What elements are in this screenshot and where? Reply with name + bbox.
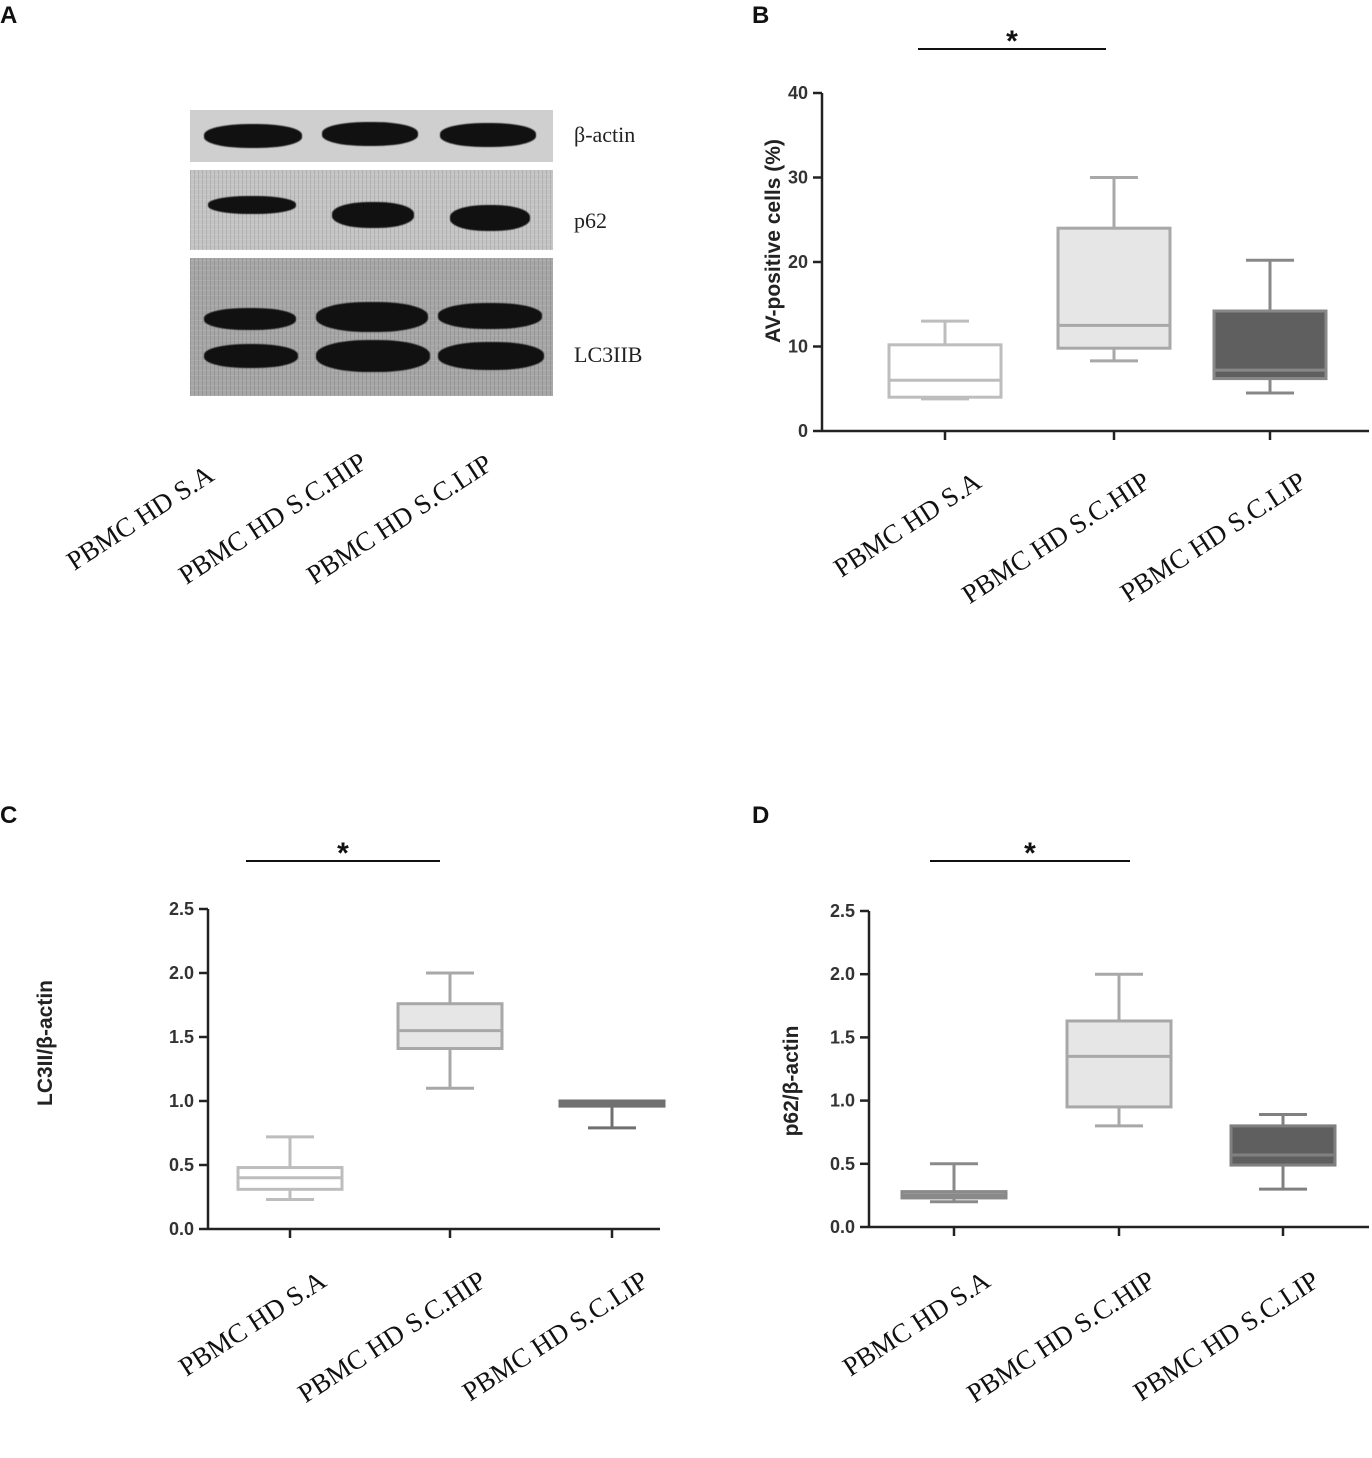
- band: [316, 302, 428, 332]
- y-tick-label: 1.0: [169, 1091, 194, 1111]
- band: [322, 122, 418, 146]
- box-1: [236, 1135, 344, 1202]
- y-tick-label: 0: [798, 421, 808, 441]
- box-1: [887, 319, 1003, 401]
- band: [208, 196, 296, 214]
- significance-star: *: [337, 837, 349, 870]
- y-axis-label: LC3II/β-actin: [34, 980, 57, 1106]
- band: [438, 342, 544, 370]
- y-tick-label: 10: [788, 337, 808, 357]
- band: [450, 205, 530, 231]
- band: [316, 340, 430, 372]
- box-1: [900, 1162, 1008, 1204]
- box-iqr: [1056, 226, 1172, 350]
- blot-beta-actin: [190, 110, 553, 162]
- panel-letter-c: C: [0, 802, 18, 829]
- band: [438, 303, 542, 329]
- significance-star: *: [1024, 837, 1036, 870]
- y-tick-label: 0.0: [169, 1219, 194, 1239]
- y-tick-label: 0.0: [830, 1217, 855, 1237]
- y-tick-label: 1.5: [169, 1027, 194, 1047]
- band: [204, 344, 298, 368]
- y-tick-label: 0.5: [169, 1155, 194, 1175]
- blot-label-p62: p62: [574, 208, 607, 233]
- y-tick-label: 2.5: [830, 901, 855, 921]
- blot-label-beta-actin: β-actin: [574, 122, 636, 147]
- panel-letter-a: A: [0, 2, 18, 29]
- box-3: [558, 1099, 666, 1130]
- y-tick-label: 2.0: [169, 963, 194, 983]
- band: [204, 124, 302, 148]
- band: [440, 123, 536, 147]
- box-2: [1065, 972, 1173, 1128]
- box-iqr: [396, 1002, 504, 1051]
- box-3: [1212, 258, 1328, 395]
- category-label: PBMC HD S.A: [837, 1265, 995, 1382]
- category-label: PBMC HD S.A: [173, 1265, 331, 1382]
- category-label: PBMC HD S.A: [828, 466, 986, 583]
- box-2: [396, 971, 504, 1090]
- box-iqr: [1065, 1019, 1173, 1109]
- blot-p62: [190, 170, 553, 250]
- box-iqr: [1229, 1124, 1337, 1167]
- panel-letter-d: D: [752, 802, 770, 829]
- y-tick-label: 1.0: [830, 1091, 855, 1111]
- band: [204, 308, 296, 330]
- panel-letter-b: B: [752, 2, 770, 29]
- box-iqr: [887, 343, 1003, 399]
- y-tick-label: 30: [788, 168, 808, 188]
- chart-lc3ii-beta-actin: 0.0 0.5 1.0 1.5 2.0 2.5 LC3II/β-actin * PBMC HD …: [34, 837, 666, 1409]
- box-iqr: [1212, 309, 1328, 381]
- box-2: [1056, 176, 1172, 363]
- y-tick-label: 0.5: [830, 1154, 855, 1174]
- y-tick-label: 40: [788, 83, 808, 103]
- box-3: [1229, 1113, 1337, 1191]
- band: [332, 202, 414, 228]
- chart-av-positive-cells: 0 10 20 30 40 AV-positive cells (%) * PBMC HD S…: [762, 25, 1369, 610]
- y-tick-label: 1.5: [830, 1027, 855, 1047]
- blot-lc3iib: [190, 258, 553, 396]
- y-axis-label: p62/β-actin: [780, 1026, 803, 1137]
- y-tick-label: 2.5: [169, 899, 194, 919]
- y-tick-label: 2.0: [830, 964, 855, 984]
- y-axis-label: AV-positive cells (%): [762, 139, 785, 343]
- significance-star: *: [1006, 25, 1018, 58]
- y-tick-label: 20: [788, 252, 808, 272]
- chart-p62-beta-actin: 0.0 0.5 1.0 1.5 2.0 2.5 p62/β-actin * PBMC HD S.…: [780, 837, 1369, 1409]
- blot-label-lc3iib: LC3IIB: [574, 342, 643, 367]
